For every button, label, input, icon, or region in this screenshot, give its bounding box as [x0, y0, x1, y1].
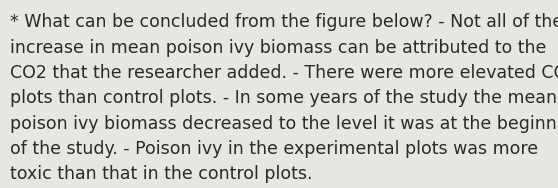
Text: increase in mean poison ivy biomass can be attributed to the: increase in mean poison ivy biomass can … — [10, 39, 546, 57]
Text: plots than control plots. - In some years of the study the mean: plots than control plots. - In some year… — [10, 89, 557, 107]
Text: of the study. - Poison ivy in the experimental plots was more: of the study. - Poison ivy in the experi… — [10, 140, 538, 158]
Text: poison ivy biomass decreased to the level it was at the beginning: poison ivy biomass decreased to the leve… — [10, 115, 558, 133]
Text: * What can be concluded from the figure below? - Not all of the: * What can be concluded from the figure … — [10, 13, 558, 31]
Text: toxic than that in the control plots.: toxic than that in the control plots. — [10, 165, 312, 183]
Text: CO2 that the researcher added. - There were more elevated CO2: CO2 that the researcher added. - There w… — [10, 64, 558, 82]
